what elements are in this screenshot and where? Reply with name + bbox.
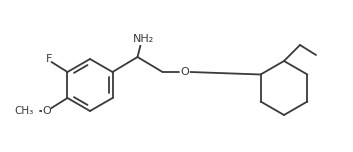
Text: O: O (42, 106, 51, 116)
Text: NH₂: NH₂ (133, 34, 154, 44)
Text: O: O (180, 67, 189, 77)
Text: F: F (46, 54, 52, 64)
Text: CH₃: CH₃ (14, 106, 34, 116)
